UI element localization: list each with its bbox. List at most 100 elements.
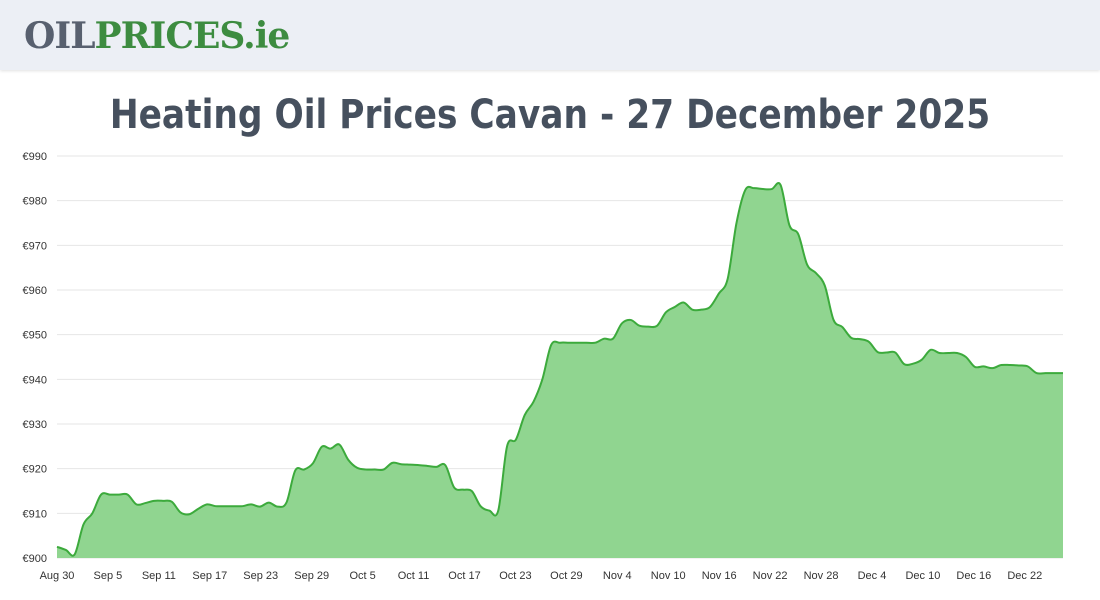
- x-tick-label: Nov 4: [603, 570, 632, 582]
- data-point: [575, 340, 581, 346]
- price-chart: €900 €910 €920 €930 €940 €950 €960 €970 €980 €990…: [23, 151, 1066, 582]
- data-point: [1025, 363, 1031, 369]
- site-logo[interactable]: OILPRICES.ie: [24, 12, 290, 60]
- data-point: [398, 461, 404, 467]
- data-point: [301, 467, 307, 473]
- x-axis: Aug 30 Sep 5 Sep 11 Sep 17 Sep 23 Sep 29 Oct 5…: [40, 570, 1043, 582]
- data-point: [981, 363, 987, 369]
- data-point: [381, 467, 387, 473]
- data-point: [919, 357, 925, 363]
- data-point: [460, 487, 466, 493]
- data-point: [283, 500, 289, 506]
- data-point: [222, 503, 228, 509]
- data-point: [389, 460, 395, 466]
- data-point: [372, 467, 378, 473]
- data-point: [328, 446, 334, 452]
- data-point: [354, 465, 360, 471]
- data-point: [928, 347, 934, 353]
- data-point: [698, 307, 704, 313]
- data-point: [275, 504, 281, 510]
- data-point: [822, 283, 828, 289]
- data-point: [742, 187, 748, 193]
- data-point: [628, 317, 634, 323]
- data-point: [972, 364, 978, 370]
- x-tick-label: Aug 30: [40, 570, 75, 582]
- data-point: [548, 342, 554, 348]
- data-point: [478, 503, 484, 509]
- x-tick-label: Dec 4: [858, 570, 887, 582]
- data-point: [239, 503, 245, 509]
- x-tick-label: Oct 17: [448, 570, 480, 582]
- data-point: [654, 323, 660, 329]
- data-point: [151, 498, 157, 504]
- data-point: [98, 492, 104, 498]
- x-tick-label: Sep 5: [94, 570, 123, 582]
- x-tick-label: Nov 22: [753, 570, 788, 582]
- data-point: [469, 488, 475, 494]
- logo-prices-text: PRICES: [94, 15, 245, 57]
- data-point: [786, 222, 792, 228]
- data-point: [857, 336, 863, 342]
- data-point: [204, 501, 210, 507]
- data-point: [725, 276, 731, 282]
- y-tick-label: €940: [23, 374, 47, 386]
- x-tick-label: Oct 5: [349, 570, 375, 582]
- data-point: [116, 492, 122, 498]
- data-point: [195, 506, 201, 512]
- y-tick-label: €920: [23, 464, 47, 476]
- data-point: [442, 462, 448, 468]
- data-point: [1051, 370, 1057, 376]
- data-point: [107, 492, 113, 498]
- data-point: [425, 463, 431, 469]
- data-point: [142, 500, 148, 506]
- data-point: [610, 336, 616, 342]
- data-point: [531, 399, 537, 405]
- y-tick-label: €910: [23, 508, 47, 520]
- data-point: [1034, 370, 1040, 376]
- data-point: [839, 324, 845, 330]
- y-tick-label: €930: [23, 419, 47, 431]
- price-line: [56, 182, 1063, 557]
- x-tick-label: Oct 23: [499, 570, 531, 582]
- data-point: [795, 231, 801, 237]
- y-tick-label: €990: [23, 151, 47, 163]
- x-tick-label: Sep 17: [192, 570, 227, 582]
- data-point: [539, 376, 545, 382]
- data-point: [80, 522, 86, 528]
- data-point: [910, 361, 916, 367]
- data-point: [989, 365, 995, 371]
- data-point: [513, 437, 519, 443]
- x-tick-label: Nov 28: [804, 570, 839, 582]
- data-point: [486, 508, 492, 514]
- data-point: [681, 300, 687, 306]
- data-point: [866, 339, 872, 345]
- data-point: [248, 501, 254, 507]
- y-tick-label: €980: [23, 196, 47, 208]
- data-point: [831, 317, 837, 323]
- data-point: [716, 291, 722, 297]
- x-tick-label: Oct 29: [550, 570, 582, 582]
- y-tick-label: €900: [23, 553, 47, 565]
- data-point: [892, 350, 898, 356]
- x-tick-label: Sep 29: [294, 570, 329, 582]
- data-point: [663, 309, 669, 315]
- data-point: [266, 500, 272, 506]
- data-point: [1060, 370, 1066, 376]
- data-point: [178, 509, 184, 515]
- data-point: [451, 484, 457, 490]
- data-point: [566, 340, 572, 346]
- data-point: [257, 504, 263, 510]
- data-point: [230, 503, 236, 509]
- price-area-fill: [57, 183, 1063, 559]
- data-point: [160, 498, 166, 504]
- data-point: [901, 361, 907, 367]
- x-tick-label: Sep 11: [142, 570, 176, 582]
- data-point: [592, 340, 598, 346]
- y-tick-label: €950: [23, 330, 47, 342]
- data-point: [416, 462, 422, 468]
- x-tick-label: Sep 23: [243, 570, 278, 582]
- data-point: [345, 457, 351, 463]
- data-point: [769, 186, 775, 192]
- data-point: [636, 323, 642, 329]
- data-point: [1042, 370, 1048, 376]
